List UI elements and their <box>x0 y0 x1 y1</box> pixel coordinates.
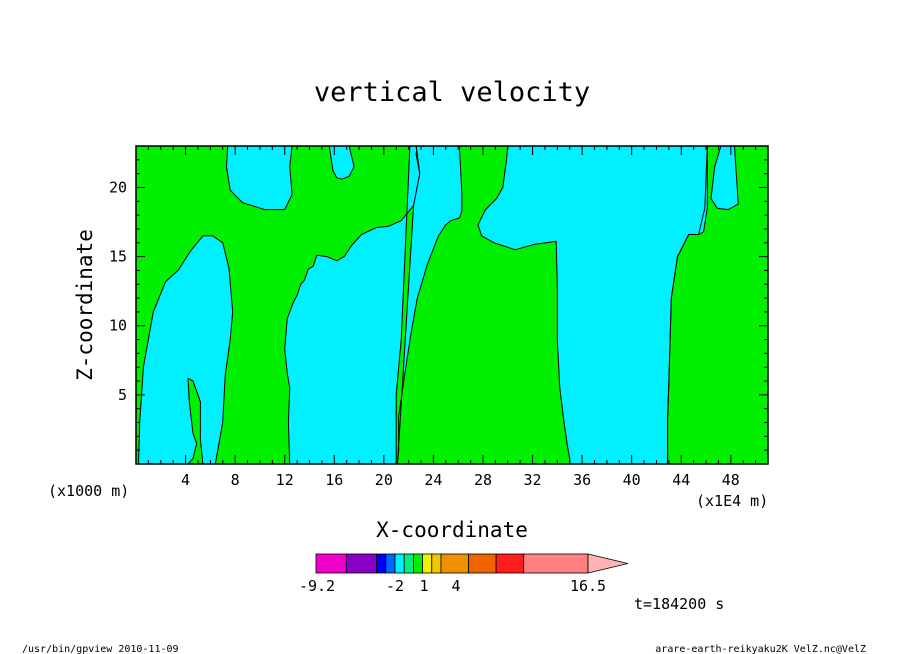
colorbar-tick-label-3: 4 <box>451 577 460 595</box>
plot-area <box>135 145 769 465</box>
colorbar <box>315 553 629 574</box>
x-tick-label-4: 4 <box>181 471 190 489</box>
chart-title: vertical velocity <box>314 77 590 108</box>
colorbar-tick-label-1: -2 <box>386 577 404 595</box>
colorbar-segment-3 <box>376 553 387 574</box>
x-axis-label: X-coordinate <box>376 518 528 542</box>
x-tick-label-8: 8 <box>231 471 240 489</box>
contour-region-1 <box>138 235 234 465</box>
y-axis-label: Z-coordinate <box>73 229 97 381</box>
x-tick-label-40: 40 <box>623 471 641 489</box>
colorbar-segment-9 <box>431 553 442 574</box>
x-tick-label-24: 24 <box>424 471 442 489</box>
contour-region-3 <box>328 145 355 180</box>
colorbar-segment-4 <box>385 553 396 574</box>
colorbar-segment-7 <box>413 553 423 574</box>
y-tick-label-15: 15 <box>109 248 127 266</box>
colorbar-tick-label-2: 1 <box>419 577 428 595</box>
colorbar-segment-12 <box>495 553 525 574</box>
x-tick-label-12: 12 <box>276 471 294 489</box>
contour-region-5 <box>397 145 463 465</box>
time-label: t=184200 s <box>634 595 724 613</box>
colorbar-segment-5 <box>394 553 405 574</box>
x-tick-label-32: 32 <box>524 471 542 489</box>
colorbar-segment-1 <box>315 553 347 574</box>
footer-left: /usr/bin/gpview 2010-11-09 <box>22 644 179 654</box>
y-axis-ticks: 5 10 15 20 <box>109 159 768 451</box>
x-unit-left: (x1000 m) <box>48 482 129 500</box>
y-tick-label-5: 5 <box>118 386 127 404</box>
x-tick-label-28: 28 <box>474 471 492 489</box>
colorbar-segment-11 <box>468 553 497 574</box>
x-tick-label-36: 36 <box>573 471 591 489</box>
contour-line-1 <box>667 145 708 464</box>
x-tick-label-44: 44 <box>672 471 690 489</box>
colorbar-min-label: -9.2 <box>299 577 335 595</box>
colorbar-segment-8 <box>422 553 433 574</box>
colorbar-segment-6 <box>403 553 414 574</box>
x-tick-label-16: 16 <box>325 471 343 489</box>
colorbar-segment-10 <box>440 553 469 574</box>
x-tick-label-20: 20 <box>375 471 393 489</box>
x-tick-label-48: 48 <box>722 471 740 489</box>
footer-right: arare-earth-reikyaku2K_VelZ.nc@VelZ <box>655 644 866 654</box>
y-tick-label-20: 20 <box>109 178 127 196</box>
colorbar-segment-13 <box>523 553 589 574</box>
colorbar-max-label: 16.5 <box>570 577 606 595</box>
plot-frame <box>135 145 769 465</box>
x-unit-right: (x1E4 m) <box>696 492 768 510</box>
colorbar-tick-labels: -2 1 4 <box>386 577 461 595</box>
y-tick-label-10: 10 <box>109 317 127 335</box>
colorbar-arrow <box>587 553 629 574</box>
colorbar-segment-2 <box>345 553 378 574</box>
x-axis-ticks: 4 8 12 16 20 24 28 32 36 40 44 48 <box>147 146 757 489</box>
